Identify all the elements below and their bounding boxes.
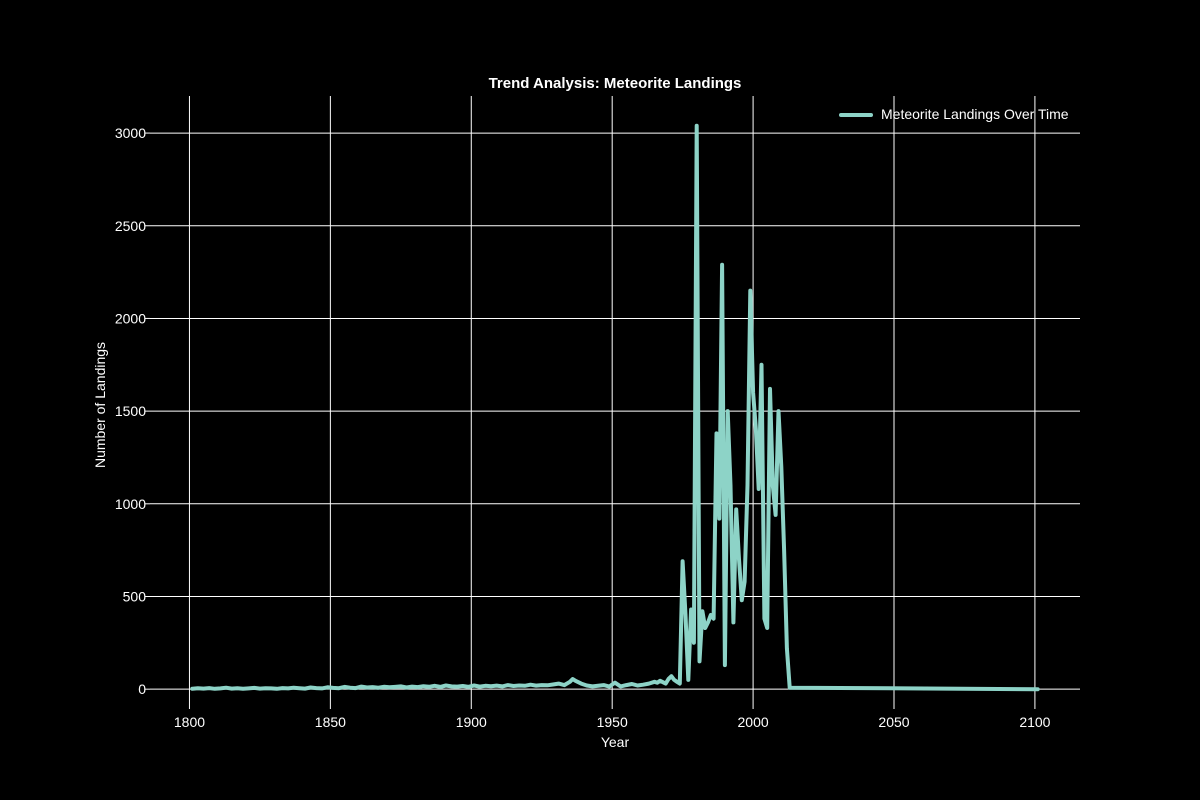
y-tick-label: 2500 — [115, 218, 146, 234]
y-tick-label: 0 — [138, 681, 146, 697]
y-tick-label: 2000 — [115, 310, 146, 326]
legend-label: Meteorite Landings Over Time — [881, 106, 1069, 122]
legend: Meteorite Landings Over Time — [839, 106, 1069, 122]
x-tick-label: 1950 — [597, 714, 628, 730]
y-axis-label: Number of Landings — [92, 342, 108, 468]
x-tick-label: 2000 — [738, 714, 769, 730]
y-tick-label: 1500 — [115, 403, 146, 419]
x-tick-label: 2050 — [878, 714, 909, 730]
y-tick-label: 1000 — [115, 496, 146, 512]
x-tick-label: 1900 — [456, 714, 487, 730]
series-layer — [190, 123, 1040, 692]
x-tick-label: 1800 — [174, 714, 205, 730]
x-axis-ticks: 1800 1850 1900 1950 2000 2050 2100 — [174, 704, 1051, 730]
x-tick-label: 2100 — [1019, 714, 1050, 730]
y-tick-label: 3000 — [115, 125, 146, 141]
grid-lines — [150, 96, 1080, 704]
series-line-meteorite-landings — [190, 123, 1040, 692]
y-axis-ticks: 0 500 1000 1500 2000 2500 3000 — [115, 125, 150, 697]
x-tick-label: 1850 — [315, 714, 346, 730]
x-axis-label: Year — [601, 734, 630, 750]
y-tick-label: 500 — [123, 588, 147, 604]
chart-title: Trend Analysis: Meteorite Landings — [489, 75, 742, 92]
